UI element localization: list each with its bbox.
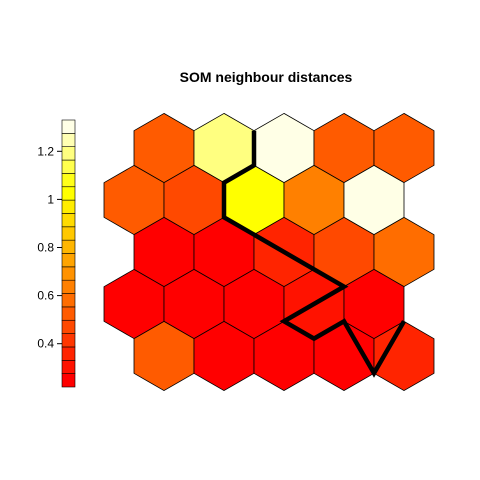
legend-swatch-17 [61,146,76,161]
legend-tick-label: 0.4 [37,337,54,351]
color-legend: 0.4 0.6 0.8 1 1.2 [37,119,76,388]
legend-tick-label: 1 [47,192,54,206]
legend-swatch-7 [61,279,76,294]
legend-swatch-5 [61,306,76,321]
legend-swatch-16 [61,159,76,174]
legend-swatch-8 [61,266,76,281]
legend-swatch-10 [61,239,76,254]
legend-swatch-3 [61,333,76,348]
legend-swatch-19 [61,119,76,134]
hex-grid [103,112,435,392]
legend-tick-label: 0.6 [37,289,54,303]
legend-tick-label: 0.8 [37,241,54,255]
legend-swatch-6 [61,293,76,308]
legend-swatch-15 [61,173,76,188]
legend-swatch-9 [61,253,76,268]
legend-swatch-2 [61,346,76,361]
legend-swatch-1 [61,359,76,374]
cluster-boundary-line [221,130,406,378]
legend-swatch-11 [61,226,76,241]
legend-swatch-14 [61,186,76,201]
legend-swatch-4 [61,319,76,334]
legend-swatch-13 [61,199,76,214]
chart-title: SOM neighbour distances [180,69,353,85]
legend-swatch-18 [61,133,76,148]
cluster-boundary [221,130,406,378]
legend-tick-label: 1.2 [37,144,54,158]
hex-cell-r4-c4 [373,320,435,392]
legend-swatch-12 [61,213,76,228]
legend-swatch-0 [61,373,76,388]
